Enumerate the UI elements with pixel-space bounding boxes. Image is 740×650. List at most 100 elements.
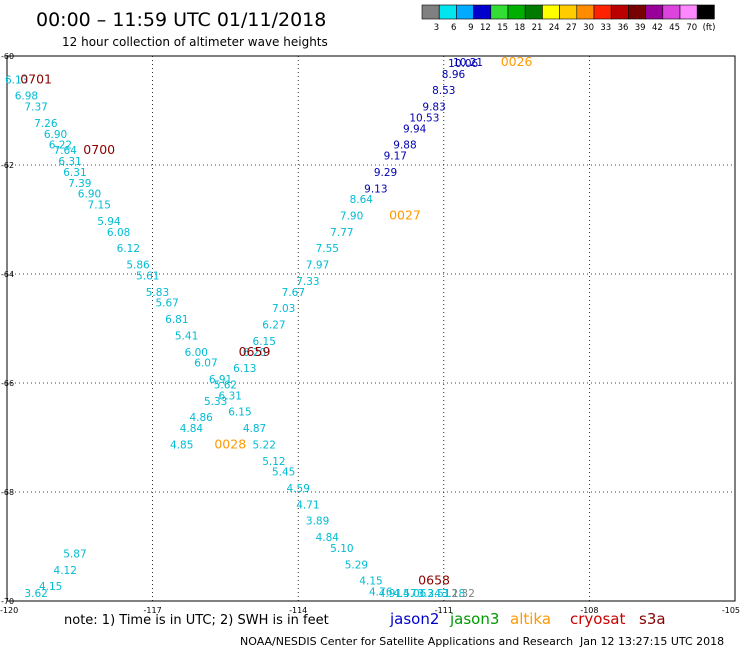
swh-value-label: 8.53 bbox=[432, 85, 455, 97]
swh-value-label: 5.61 bbox=[136, 270, 159, 282]
swh-value-label: 4.91 bbox=[379, 588, 402, 600]
colorbar-label: 30 bbox=[583, 23, 594, 33]
swh-value-label: 9.13 bbox=[364, 183, 387, 195]
swh-value-label: 5.10 bbox=[330, 543, 353, 555]
swh-value-label: 7.77 bbox=[330, 227, 353, 239]
swh-value-label: 5.67 bbox=[155, 298, 178, 310]
swh-value-label: 4.15 bbox=[39, 581, 62, 593]
axis-ticks: -120 -117 -114 -111 -108 -105 -60 -62 -64 -66 -68 -… bbox=[0, 52, 740, 615]
colorbar-swatch bbox=[524, 4, 543, 20]
swh-value-label: 6.20 bbox=[243, 347, 266, 359]
colorbar-label: 27 bbox=[566, 23, 577, 33]
colorbar-swatch bbox=[438, 4, 457, 20]
swh-value-label: 4.86 bbox=[189, 412, 213, 424]
swh-value-label: 6.31 bbox=[63, 167, 86, 179]
colorbar-label: 70 bbox=[686, 23, 697, 33]
x-tick-label: -114 bbox=[289, 606, 307, 615]
time-labels: 0701 0700 0026 0027 0659 0028 0658 bbox=[20, 54, 532, 588]
x-tick-label: -108 bbox=[580, 606, 598, 615]
plot-frame bbox=[6, 55, 736, 602]
satellite-legend: jason2 jason3 altika cryosat s3a bbox=[389, 610, 666, 628]
swh-value-label: 10.06 bbox=[448, 58, 478, 70]
swh-value-label: 6.91 bbox=[209, 374, 232, 386]
colorbar-swatch bbox=[542, 4, 560, 20]
swh-value-label: 7.67 bbox=[282, 287, 305, 299]
swh-value-label: 4.76 bbox=[369, 587, 393, 599]
swh-value-label: 9.83 bbox=[422, 102, 445, 114]
time-label: 0026 bbox=[501, 54, 533, 69]
x-tick-label: -117 bbox=[144, 606, 162, 615]
swh-value-label: 5.45 bbox=[272, 467, 295, 479]
colorbar-swatch bbox=[473, 4, 492, 20]
colorbar-label: 9 bbox=[468, 23, 473, 33]
swh-value-label: 3.51 bbox=[427, 588, 450, 600]
swh-value-label: 5.33 bbox=[204, 396, 227, 408]
swh-value-label: 5.41 bbox=[175, 330, 198, 342]
swh-value-label: 9.94 bbox=[403, 123, 427, 135]
colorbar-swatch bbox=[421, 4, 440, 20]
colorbar-swatch bbox=[628, 4, 646, 20]
y-tick-label: -62 bbox=[1, 161, 14, 170]
colorbar-swatch bbox=[559, 4, 578, 20]
swh-value-label: 6.27 bbox=[262, 320, 285, 332]
colorbar-swatch bbox=[662, 4, 681, 20]
grid-lines bbox=[7, 56, 735, 601]
swh-value-label: 5.22 bbox=[253, 439, 276, 451]
swh-value-label: 7.90 bbox=[340, 211, 363, 223]
swh-value-label: 3.62 bbox=[24, 588, 47, 600]
swh-value-label: 5.62 bbox=[214, 379, 237, 391]
swh-value-label: 4.12 bbox=[54, 565, 77, 577]
swh-value-label: 4.15 bbox=[359, 576, 382, 588]
swh-value-label: 7.33 bbox=[296, 276, 319, 288]
colorbar-label: 12 bbox=[480, 23, 491, 33]
chart-subtitle: 12 hour collection of altimeter wave hei… bbox=[62, 35, 328, 49]
credit-text: NOAA/NESDIS Center for Satellite Applica… bbox=[240, 635, 573, 648]
swh-value-label: 5.29 bbox=[345, 559, 368, 571]
swh-value-label: 8.64 bbox=[350, 194, 374, 206]
swh-value-label: 4.87 bbox=[243, 423, 266, 435]
swh-value-label: 8.96 bbox=[442, 69, 466, 81]
y-tick-label: -66 bbox=[1, 379, 14, 388]
swh-value-label: 7.39 bbox=[68, 178, 91, 190]
swh-value-label: 5.12 bbox=[262, 456, 285, 468]
swh-value-label: 9.88 bbox=[393, 140, 416, 152]
colorbar-label: 6 bbox=[451, 23, 456, 33]
y-tick-label: -60 bbox=[1, 52, 14, 61]
swh-value-label: 6.98 bbox=[15, 91, 38, 103]
swh-value-label: 9.17 bbox=[384, 151, 407, 163]
swh-value-label: 7.97 bbox=[306, 260, 329, 272]
swh-value-label: 6.31 bbox=[219, 390, 242, 402]
swh-value-label: 4.84 bbox=[316, 532, 340, 544]
swh-value-label: 4.85 bbox=[170, 439, 193, 451]
swh-value-label: 2.32 bbox=[452, 588, 475, 600]
colorbar-label: 36 bbox=[618, 23, 629, 33]
legend-entry: cryosat bbox=[570, 610, 625, 628]
timestamp-text: Jan 12 13:27:15 UTC 2018 bbox=[579, 635, 724, 648]
colorbar-swatch bbox=[593, 4, 612, 20]
colorbar-label: 3 bbox=[434, 23, 439, 33]
x-tick-label: -120 bbox=[0, 606, 18, 615]
swh-value-label: 6.31 bbox=[58, 156, 81, 168]
swh-value-label: 6.13 bbox=[5, 74, 28, 86]
colorbar-label: 15 bbox=[497, 23, 508, 33]
swh-value-label: 4.06 bbox=[403, 588, 427, 600]
swh-value-label: 6.90 bbox=[78, 189, 101, 201]
colorbar-swatch bbox=[576, 4, 595, 20]
colorbar-swatch bbox=[645, 4, 664, 20]
swh-value-label: 3.89 bbox=[306, 516, 329, 528]
swh-value-label: 4.84 bbox=[180, 423, 204, 435]
colorbar-label: 33 bbox=[600, 23, 611, 33]
colorbar-swatch bbox=[610, 4, 629, 20]
swh-value-label: 6.81 bbox=[165, 314, 188, 326]
legend-entry: altika bbox=[510, 610, 551, 628]
swh-value-label: 7.03 bbox=[272, 303, 295, 315]
swh-value-label: 10.53 bbox=[409, 112, 439, 124]
swh-value-label: 9.29 bbox=[374, 167, 397, 179]
swh-value-label: 6.00 bbox=[185, 347, 208, 359]
y-tick-label: -70 bbox=[1, 597, 14, 606]
colorbar-label: 39 bbox=[635, 23, 646, 33]
swh-value-label: 7.37 bbox=[24, 102, 47, 114]
y-tick-label: -64 bbox=[1, 270, 14, 279]
swh-value-label: 10.21 bbox=[453, 57, 483, 69]
time-label: 0659 bbox=[239, 344, 271, 359]
